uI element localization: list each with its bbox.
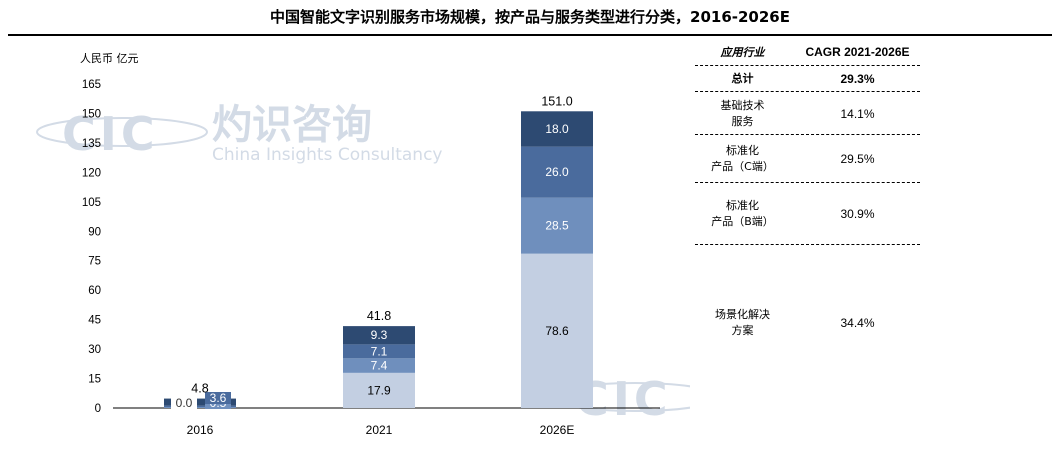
total-value-label: 41.8	[367, 309, 391, 323]
table-header-row: 应用行业 CAGR 2021-2026E	[695, 40, 920, 66]
table-header-industry: 应用行业	[720, 46, 765, 59]
bars: 0.00.53.64.8 17.9 7.47.1 9.3 41.8 78.6 28.5 26.…	[164, 94, 593, 410]
table-row: 标准化 产品（B端） 30.9%	[695, 183, 920, 245]
segment-value-label: 26.0	[545, 165, 569, 179]
bar-2021: 17.9 7.47.1 9.3 41.8	[343, 309, 415, 408]
table-row-label: 总计	[731, 72, 754, 85]
total-value-label: 151.0	[541, 94, 572, 108]
y-axis-label: 人民币 亿元	[80, 52, 139, 65]
upper-watermark-cn: 灼识咨询	[212, 102, 372, 148]
y-tick-label: 15	[88, 374, 101, 386]
total-value-label: 4.8	[191, 382, 208, 396]
bar-segment	[521, 111, 593, 147]
table-row-cagr: 30.9%	[840, 207, 875, 221]
bar-2026E: 78.6 28.5 26.0 18.0 151.0	[521, 94, 593, 408]
bar-segment	[164, 405, 236, 408]
y-tick-label: 150	[82, 108, 101, 120]
segment-value-label: 7.4	[371, 359, 388, 373]
bar-segment	[343, 326, 415, 345]
bar-segment	[164, 398, 236, 406]
y-tick-label: 165	[82, 79, 101, 91]
upper-watermark-swoosh	[36, 117, 208, 147]
segment-value-label: 17.9	[367, 383, 391, 397]
y-axis: 0 15 30 45 60 75 90 105 120 135 150 165	[82, 79, 660, 415]
table-row-label: 基础技术 服务	[720, 98, 765, 128]
table-row-label: 标准化 产品（C端）	[711, 144, 774, 173]
x-tick-label: 2021	[366, 423, 393, 437]
segment-value-label: 18.0	[545, 122, 569, 136]
y-tick-label: 135	[82, 138, 101, 150]
table-row: 基础技术 服务 14.1%	[695, 92, 920, 135]
table-row-cagr: 34.4%	[840, 316, 875, 330]
y-tick-label: 60	[88, 285, 101, 297]
table-row-label: 场景化解决 方案	[715, 308, 770, 337]
y-tick-label: 45	[88, 315, 101, 327]
table-row-cagr: 14.1%	[840, 106, 875, 121]
segment-value-label: 9.3	[371, 328, 388, 342]
y-tick-label: 0	[95, 403, 101, 415]
title-rule	[8, 34, 1052, 36]
x-axis: 2016 2021 2026E	[187, 423, 575, 437]
label-backdrop	[171, 397, 197, 409]
y-tick-label: 30	[88, 344, 101, 356]
x-tick-label: 2026E	[540, 423, 575, 437]
bar-segment	[521, 197, 593, 254]
label-backdrop	[205, 392, 231, 404]
bar-2016: 0.00.53.64.8	[164, 382, 236, 410]
segment-value-label: 3.6	[210, 391, 227, 405]
bar-segment	[343, 344, 415, 359]
segment-value-label: 28.5	[545, 219, 569, 233]
bar-segment	[343, 358, 415, 373]
bar-segment	[521, 253, 593, 408]
table-row: 场景化解决 方案 34.4%	[695, 245, 920, 425]
table-row: 标准化 产品（C端） 29.5%	[695, 135, 920, 183]
y-tick-label: 105	[82, 197, 101, 209]
chart-title: 中国智能文字识别服务市场规模，按产品与服务类型进行分类，2016-2026E	[270, 8, 790, 26]
table-row-label: 标准化 产品（B端）	[711, 199, 774, 228]
y-tick-label: 75	[88, 256, 101, 268]
upper-watermark-logo: CIC	[62, 107, 159, 161]
segment-value-label: 78.6	[545, 324, 569, 338]
y-tick-label: 120	[82, 167, 101, 179]
segment-value-label: 0.0	[176, 396, 193, 410]
table-row: 总计 29.3%	[695, 66, 920, 92]
table-row-cagr: 29.5%	[840, 152, 875, 166]
x-tick-label: 2016	[187, 423, 214, 437]
table-header-cagr: CAGR 2021-2026E	[805, 45, 910, 59]
bar-segment	[521, 146, 593, 198]
bar-segment	[164, 407, 236, 408]
table-row-cagr: 29.3%	[840, 72, 875, 86]
bar-segment	[343, 372, 415, 408]
upper-watermark-en: China Insights Consultancy	[212, 145, 443, 165]
y-tick-label: 90	[88, 226, 101, 238]
segment-value-label: 7.1	[371, 344, 388, 358]
